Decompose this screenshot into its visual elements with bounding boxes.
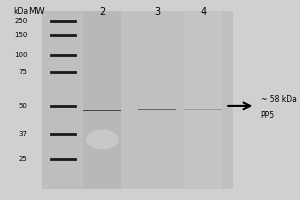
FancyBboxPatch shape	[83, 110, 122, 111]
FancyBboxPatch shape	[83, 11, 122, 189]
Text: 150: 150	[14, 32, 27, 38]
FancyBboxPatch shape	[83, 110, 122, 111]
FancyBboxPatch shape	[138, 11, 176, 189]
Text: 3: 3	[154, 7, 160, 17]
FancyBboxPatch shape	[42, 11, 233, 189]
FancyBboxPatch shape	[184, 109, 223, 110]
FancyBboxPatch shape	[184, 11, 223, 189]
Text: 50: 50	[18, 103, 27, 109]
Text: 25: 25	[19, 156, 27, 162]
FancyBboxPatch shape	[184, 109, 223, 110]
Text: ~ 58 kDa: ~ 58 kDa	[261, 96, 297, 104]
Text: 75: 75	[18, 69, 27, 75]
FancyBboxPatch shape	[83, 110, 122, 111]
FancyBboxPatch shape	[184, 109, 223, 110]
FancyBboxPatch shape	[138, 109, 176, 110]
FancyBboxPatch shape	[83, 110, 122, 111]
FancyBboxPatch shape	[83, 11, 122, 189]
FancyBboxPatch shape	[42, 11, 81, 189]
FancyBboxPatch shape	[184, 109, 223, 110]
FancyBboxPatch shape	[83, 110, 122, 111]
FancyBboxPatch shape	[184, 109, 223, 110]
FancyBboxPatch shape	[184, 109, 223, 110]
FancyBboxPatch shape	[184, 109, 223, 110]
Ellipse shape	[86, 130, 119, 149]
FancyBboxPatch shape	[184, 11, 223, 189]
Text: kDa: kDa	[13, 7, 28, 16]
Text: PP5: PP5	[261, 111, 275, 120]
Text: 2: 2	[99, 7, 106, 17]
Text: 4: 4	[200, 7, 206, 17]
FancyBboxPatch shape	[138, 11, 176, 189]
FancyBboxPatch shape	[83, 110, 122, 111]
Text: MW: MW	[28, 7, 45, 16]
FancyBboxPatch shape	[83, 110, 122, 111]
FancyBboxPatch shape	[83, 110, 122, 111]
FancyBboxPatch shape	[184, 109, 223, 110]
FancyBboxPatch shape	[184, 109, 223, 110]
FancyBboxPatch shape	[83, 110, 122, 111]
Text: 100: 100	[14, 52, 27, 58]
Text: 250: 250	[14, 18, 27, 24]
Text: 37: 37	[18, 131, 27, 137]
